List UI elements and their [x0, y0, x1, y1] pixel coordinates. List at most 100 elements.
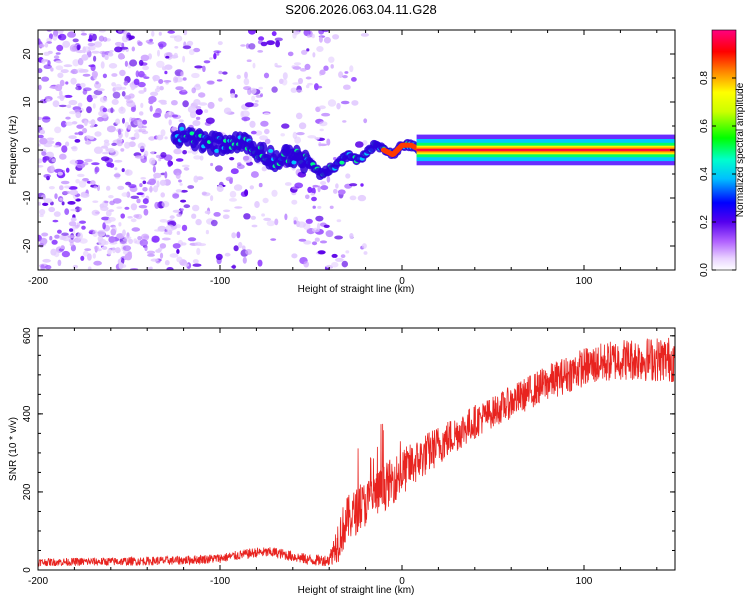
- colorbar-tick-label: 0.2: [699, 215, 710, 229]
- noise-speckle: [56, 44, 64, 52]
- noise-speckle: [87, 42, 95, 47]
- spectrogram-ridge: [170, 122, 424, 180]
- noise-speckle: [156, 134, 164, 141]
- noise-speckle: [241, 245, 246, 251]
- noise-speckle: [180, 199, 187, 203]
- noise-speckle: [122, 229, 126, 237]
- noise-speckle: [305, 84, 310, 89]
- noise-speckle: [119, 46, 129, 50]
- noise-speckle: [351, 100, 359, 106]
- noise-speckle: [124, 141, 131, 149]
- noise-speckle: [59, 94, 65, 101]
- noise-speckle: [191, 72, 200, 79]
- noise-speckle: [295, 89, 303, 93]
- noise-speckle: [325, 230, 334, 238]
- noise-speckle: [89, 180, 96, 186]
- noise-speckle: [149, 105, 153, 112]
- noise-speckle: [117, 185, 125, 190]
- noise-speckle: [181, 224, 188, 232]
- noise-speckle: [124, 253, 132, 261]
- noise-speckle: [131, 46, 135, 52]
- noise-speckle: [312, 205, 316, 209]
- spectrogram-content: [38, 30, 675, 270]
- noise-speckle: [245, 102, 254, 108]
- ridge-core: [291, 160, 297, 165]
- noise-speckle: [142, 119, 148, 125]
- noise-speckle: [171, 126, 178, 132]
- noise-speckle: [363, 118, 368, 124]
- noise-speckle: [77, 131, 84, 136]
- noise-speckle: [150, 258, 159, 262]
- noise-speckle: [311, 227, 320, 233]
- y-tick-label: -20: [22, 238, 33, 253]
- noise-speckle: [100, 112, 109, 119]
- noise-speckle: [215, 165, 223, 172]
- noise-speckle: [137, 119, 144, 127]
- y-tick-label: 400: [22, 405, 33, 422]
- noise-speckle: [169, 253, 179, 258]
- noise-speckle: [61, 250, 70, 258]
- noise-speckle: [192, 120, 201, 127]
- noise-speckle: [93, 41, 102, 48]
- noise-speckle: [318, 30, 325, 35]
- noise-speckle: [160, 152, 167, 158]
- noise-speckle: [107, 148, 115, 153]
- noise-speckle: [135, 213, 143, 220]
- noise-speckle: [210, 195, 214, 202]
- noise-speckle: [126, 32, 131, 39]
- noise-speckle: [76, 68, 85, 73]
- noise-speckle: [317, 185, 321, 193]
- noise-speckle: [327, 99, 337, 107]
- noise-speckle: [332, 34, 340, 40]
- noise-speckle: [65, 116, 71, 120]
- ridge-core: [214, 148, 220, 153]
- noise-speckle: [176, 256, 183, 263]
- noise-speckle: [244, 189, 249, 197]
- noise-speckle: [202, 65, 206, 73]
- noise-speckle: [225, 176, 234, 182]
- noise-speckle: [260, 41, 268, 47]
- noise-speckle: [113, 173, 121, 178]
- noise-speckle: [74, 224, 80, 229]
- noise-speckle: [91, 70, 98, 78]
- noise-speckle: [123, 80, 128, 86]
- noise-speckle: [91, 94, 98, 99]
- noise-speckle: [146, 250, 156, 255]
- noise-speckle: [296, 132, 305, 136]
- noise-speckle: [340, 100, 350, 105]
- noise-speckle: [260, 93, 263, 97]
- noise-speckle: [77, 173, 85, 178]
- noise-speckle: [187, 185, 195, 189]
- noise-speckle: [274, 37, 283, 42]
- noise-speckle: [82, 87, 92, 92]
- noise-speckle: [158, 43, 164, 50]
- noise-speckle: [349, 233, 354, 239]
- noise-speckle: [229, 157, 235, 161]
- noise-speckle: [79, 220, 86, 224]
- noise-speckle: [181, 164, 190, 168]
- noise-speckle: [57, 229, 62, 234]
- noise-speckle: [106, 125, 116, 133]
- noise-speckle: [55, 52, 61, 55]
- x-tick-label: 0: [399, 276, 405, 287]
- noise-speckle: [137, 236, 142, 241]
- noise-speckle: [66, 104, 72, 109]
- noise-speckle: [314, 137, 320, 140]
- noise-speckle: [60, 245, 65, 250]
- noise-speckle: [111, 99, 119, 105]
- noise-speckle: [68, 186, 78, 190]
- noise-speckle: [38, 134, 44, 139]
- noise-speckle: [341, 260, 348, 268]
- noise-speckle: [53, 55, 60, 59]
- noise-speckle: [78, 85, 82, 90]
- noise-speckle: [344, 71, 349, 74]
- noise-speckle: [55, 60, 63, 64]
- noise-speckle: [50, 164, 55, 172]
- noise-speckle: [263, 217, 272, 221]
- noise-speckle: [158, 31, 162, 36]
- noise-speckle: [213, 52, 217, 60]
- noise-speckle: [41, 76, 50, 82]
- noise-speckle: [179, 183, 183, 186]
- noise-speckle: [153, 185, 159, 193]
